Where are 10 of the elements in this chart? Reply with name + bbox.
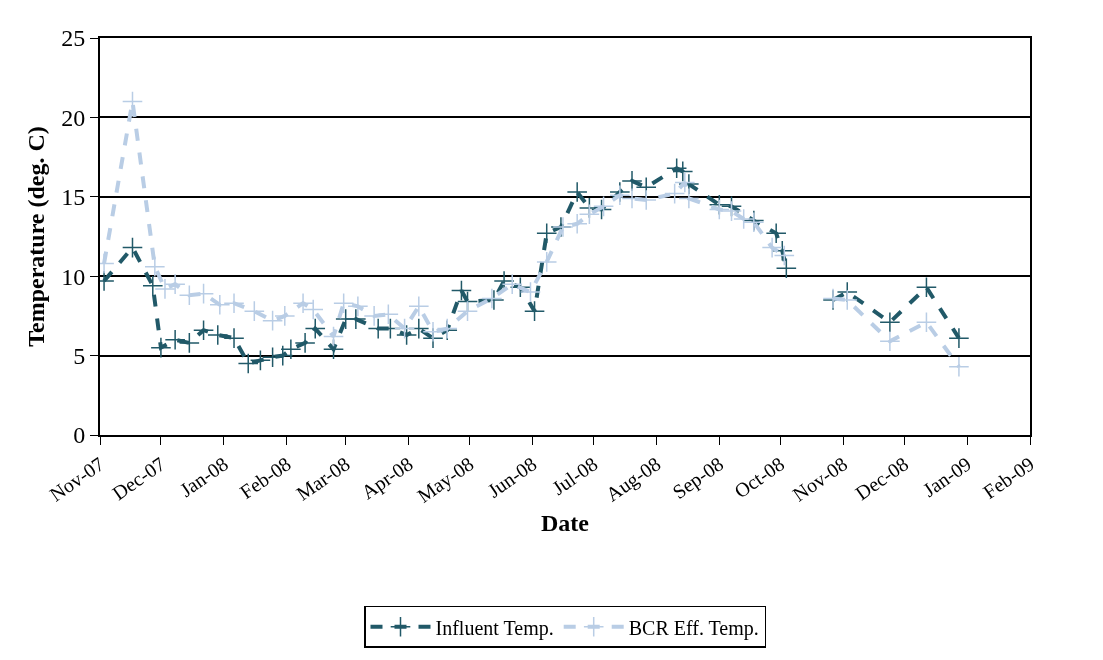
legend-label: Influent Temp. <box>435 616 554 640</box>
y-axis-title: Temperature (deg. C) <box>22 126 49 347</box>
y-tick-label: 0 <box>73 422 86 449</box>
y-tick-label: 15 <box>61 184 86 211</box>
y-tick-label: 10 <box>61 263 86 290</box>
y-tick-label: 20 <box>61 104 86 131</box>
legend-label: BCR Eff. Temp. <box>628 616 759 640</box>
x-axis-title: Date <box>541 510 590 537</box>
y-tick-label: 5 <box>73 343 86 369</box>
y-tick-label: 25 <box>61 25 86 52</box>
